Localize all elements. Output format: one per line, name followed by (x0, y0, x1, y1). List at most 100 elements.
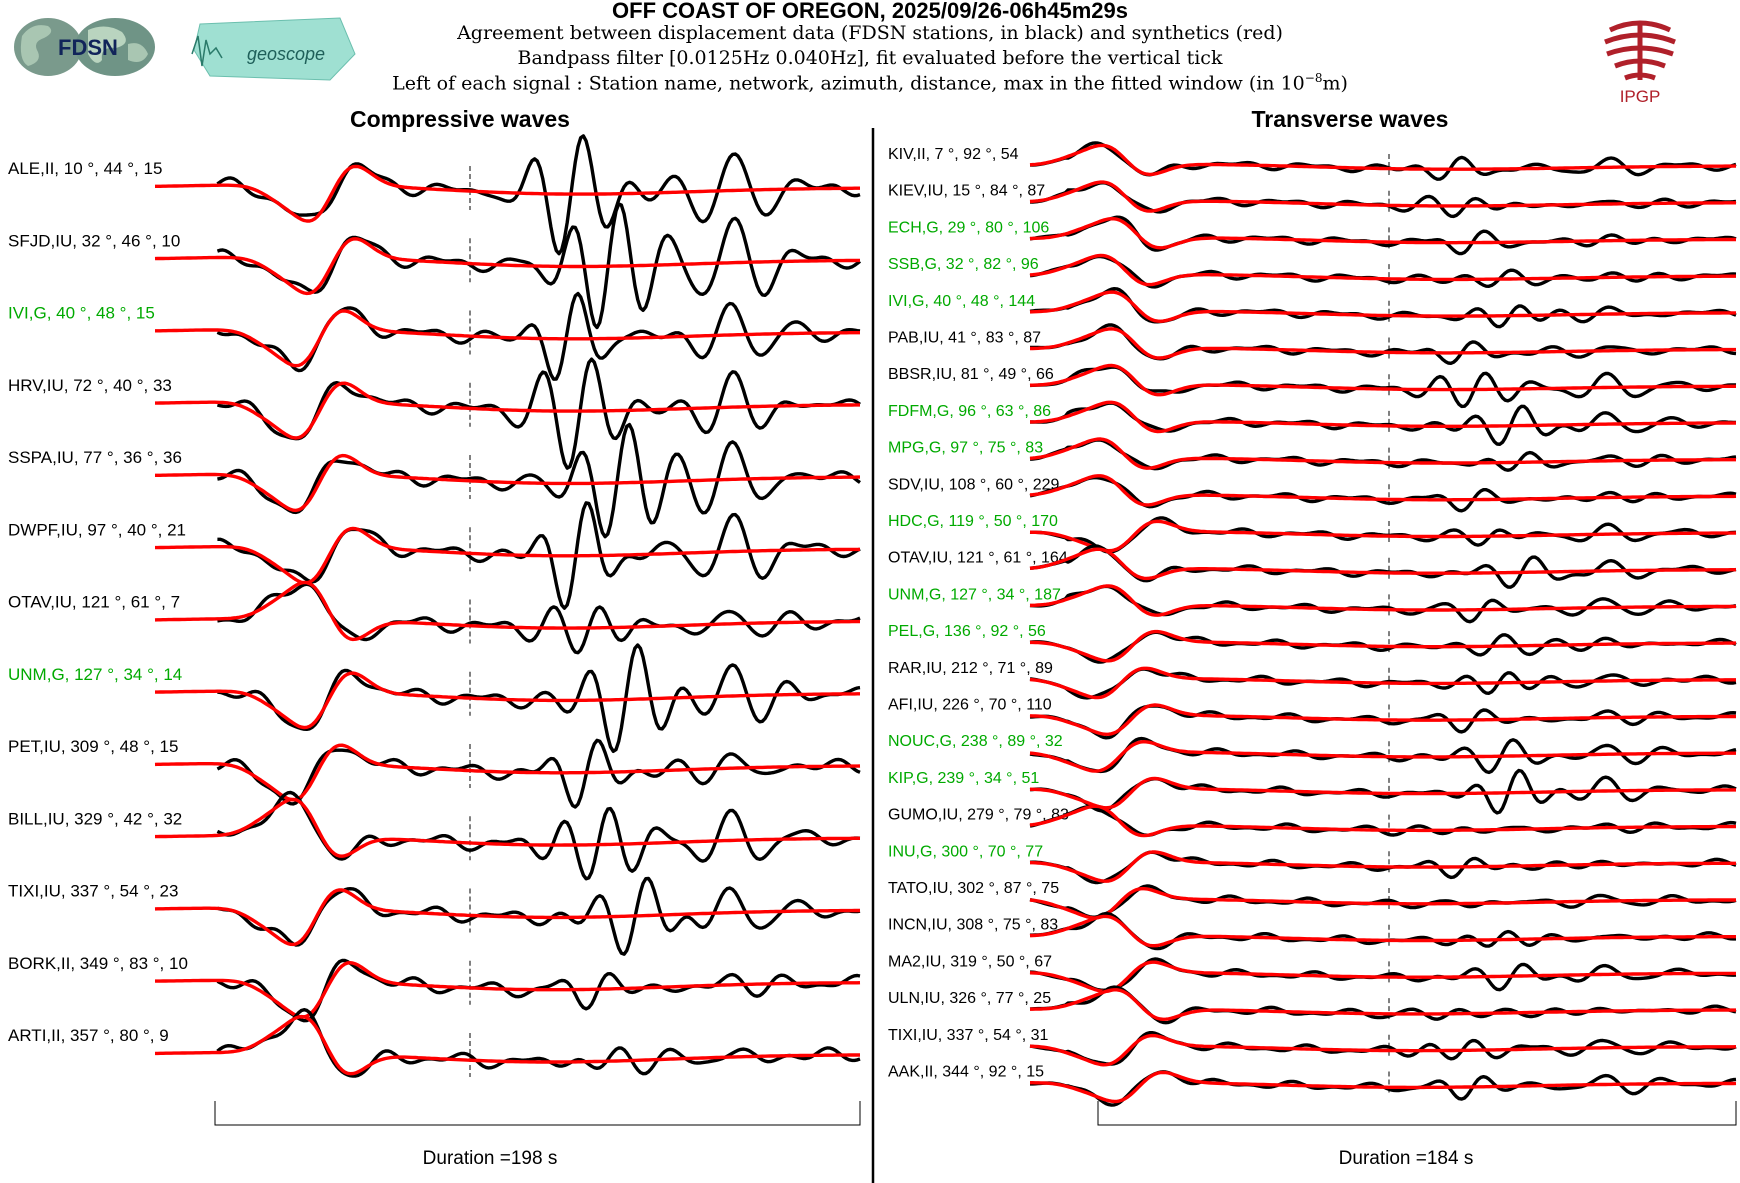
data-trace (1029, 584, 1737, 624)
data-trace (1029, 215, 1737, 256)
data-trace (217, 582, 861, 655)
geoscope-logo-text: geoscope (247, 44, 325, 64)
station-label: SDV,IU, 108 °, 60 °, 229 (888, 476, 1060, 493)
synthetic-trace (1029, 474, 1737, 507)
trace-hrv-iu: HRV,IU, 72 °, 40 °, 33 (8, 357, 861, 470)
data-trace (216, 357, 861, 470)
data-trace (1029, 911, 1736, 951)
synthetic-trace (155, 381, 860, 440)
station-label: IVI,G, 40 °, 48 °, 144 (888, 293, 1035, 310)
trace-tixi-iu: TIXI,IU, 337 °, 54 °, 31 (888, 1027, 1737, 1067)
synthetic-trace (155, 671, 860, 730)
data-trace (1029, 287, 1737, 329)
synthetic-trace (154, 580, 860, 642)
subtitle-legend-suffix: m) (1322, 72, 1348, 95)
trace-fdfm-g: FDFM,G, 96 °, 63 °, 86 (888, 400, 1736, 446)
synthetic-trace (1029, 547, 1736, 581)
synthetic-trace (154, 237, 860, 296)
station-label: HRV,IU, 72 °, 40 °, 33 (8, 376, 172, 395)
synthetic-trace (1029, 804, 1736, 838)
trace-unm-g: UNM,G, 127 °, 34 °, 14 (8, 643, 861, 753)
synthetic-trace (1029, 290, 1736, 323)
station-label: AFI,IU, 226 °, 70 °, 110 (888, 697, 1052, 714)
synthetic-trace (1030, 988, 1736, 1021)
synthetic-trace (1029, 584, 1736, 617)
trace-ssb-g: SSB,G, 32 °, 82 °, 96 (888, 253, 1737, 289)
trace-sdv-iu: SDV,IU, 108 °, 60 °, 229 (888, 474, 1737, 513)
data-trace (1029, 544, 1737, 589)
trace-incn-iu: INCN,IU, 308 °, 75 °, 83 (888, 911, 1736, 951)
data-trace (217, 643, 861, 753)
trace-mpg-g: MPG,G, 97 °, 75 °, 83 (888, 437, 1737, 472)
ipgp-logo-text: IPGP (1620, 87, 1661, 106)
synthetic-trace (1029, 740, 1736, 773)
station-label: ULN,IU, 326 °, 77 °, 25 (888, 990, 1051, 1007)
station-label: NOUC,G, 238 °, 89 °, 32 (888, 733, 1063, 750)
synthetic-trace (155, 164, 860, 223)
station-label: PET,IU, 309 °, 48 °, 15 (8, 737, 178, 756)
trace-uln-iu: ULN,IU, 326 °, 77 °, 25 (888, 985, 1737, 1025)
synthetic-trace (155, 526, 860, 585)
ipgp-logo: IPGP (1604, 20, 1676, 106)
synthetic-trace (1029, 437, 1736, 470)
synthetic-trace (154, 888, 860, 947)
station-label: IVI,G, 40 °, 48 °, 15 (8, 304, 155, 323)
compressive-title: Compressive waves (350, 106, 570, 132)
station-label: SFJD,IU, 32 °, 46 °, 10 (8, 231, 180, 250)
figure-title: OFF COAST OF OREGON, 2025/09/26-06h45m29… (612, 0, 1128, 23)
fdsn-logo-text: FDSN (58, 35, 118, 60)
geoscope-logo: geoscope (191, 17, 356, 81)
data-trace (216, 738, 861, 809)
station-label: RAR,IU, 212 °, 71 °, 89 (888, 660, 1053, 677)
data-trace (217, 422, 861, 539)
station-label: UNM,G, 127 °, 34 °, 14 (8, 665, 182, 684)
station-label: KIV,II, 7 °, 92 °, 54 (888, 146, 1019, 163)
data-trace (1030, 181, 1737, 219)
station-label: SSB,G, 32 °, 82 °, 96 (888, 256, 1039, 273)
station-label: ALE,II, 10 °, 44 °, 15 (8, 159, 162, 178)
synthetic-trace (155, 797, 860, 858)
trace-inu-g: INU,G, 300 °, 70 °, 77 (888, 843, 1737, 885)
station-label: ECH,G, 29 °, 80 °, 106 (888, 219, 1049, 236)
station-label: INCN,IU, 308 °, 75 °, 83 (888, 917, 1058, 934)
subtitle-legend-prefix: Left of each signal : Station name, netw… (392, 72, 1305, 95)
data-trace (216, 790, 861, 881)
trace-tato-iu: TATO,IU, 302 °, 87 °, 75 (888, 880, 1737, 920)
trace-ech-g: ECH,G, 29 °, 80 °, 106 (888, 215, 1737, 256)
synthetic-trace (1029, 217, 1736, 250)
trace-sfjd-iu: SFJD,IU, 32 °, 46 °, 10 (8, 202, 862, 330)
trace-kip-g: KIP,G, 239 °, 34 °, 51 (888, 768, 1737, 815)
station-label: HDC,G, 119 °, 50 °, 170 (888, 513, 1058, 530)
station-label: PAB,IU, 41 °, 83 °, 87 (888, 330, 1041, 347)
synthetic-trace (1029, 914, 1736, 948)
data-trace (1030, 141, 1737, 181)
trace-unm-g: UNM,G, 127 °, 34 °, 187 (888, 584, 1737, 624)
data-trace (1029, 704, 1737, 740)
station-label: FDFM,G, 96 °, 63 °, 86 (888, 403, 1051, 420)
data-trace (216, 291, 861, 381)
station-label: BORK,II, 349 °, 83 °, 10 (8, 954, 188, 973)
data-trace (216, 1008, 861, 1078)
transverse-title: Transverse waves (1251, 106, 1449, 132)
station-label: KIP,G, 239 °, 34 °, 51 (888, 770, 1039, 787)
data-trace (217, 501, 861, 610)
station-label: TIXI,IU, 337 °, 54 °, 23 (8, 882, 178, 901)
compressive-panel: ALE,II, 10 °, 44 °, 15 SFJD,IU, 32 °, 46 … (8, 134, 862, 1126)
synthetic-trace (1030, 850, 1736, 883)
subtitle-legend: Left of each signal : Station name, netw… (0, 71, 1740, 94)
synthetic-trace (1030, 1070, 1737, 1104)
trace-sspa-iu: SSPA,IU, 77 °, 36 °, 36 (8, 422, 861, 539)
trace-otav-iu: OTAV,IU, 121 °, 61 °, 164 (888, 544, 1737, 589)
synthetic-trace (1030, 629, 1736, 663)
synthetic-trace (1030, 400, 1736, 434)
trace-kiev-iu: KIEV,IU, 15 °, 84 °, 87 (888, 180, 1737, 219)
synthetic-trace (1030, 363, 1736, 397)
synthetic-trace (155, 1014, 860, 1076)
transverse-panel: KIV,II, 7 °, 92 °, 54 KIEV,IU, 15 °, 84 °… (888, 141, 1737, 1126)
transverse-duration-label: Duration =184 s (1338, 1148, 1474, 1169)
trace-bork-ii: BORK,II, 349 °, 83 °, 10 (8, 954, 861, 1023)
station-label: TATO,IU, 302 °, 87 °, 75 (888, 880, 1059, 897)
synthetic-trace (155, 453, 860, 513)
